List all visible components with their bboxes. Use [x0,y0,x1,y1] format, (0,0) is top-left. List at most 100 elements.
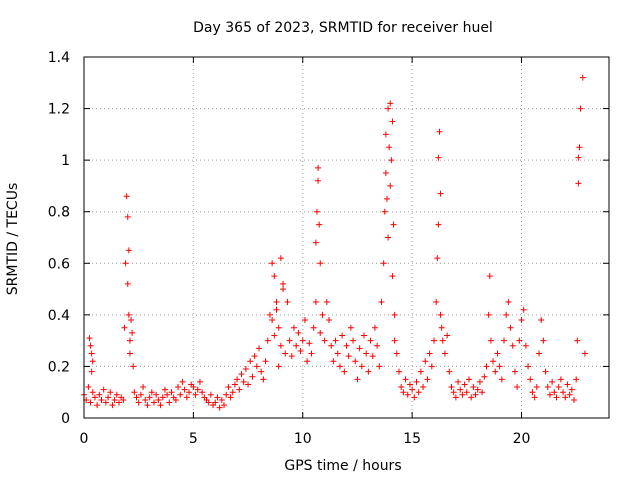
data-points [81,74,588,411]
data-point-marker [271,332,278,339]
data-point-marker [133,394,140,401]
data-point-marker [396,368,402,375]
x-axis-label: GPS time / hours [284,458,401,474]
data-point-marker [376,363,383,370]
data-point-marker [382,170,389,177]
data-point-marker [175,384,182,391]
data-point-marker [437,311,444,318]
data-point-marker [102,399,109,406]
y-axis-label: SRMTID / TECUs [5,183,21,296]
data-point-marker [390,221,397,228]
data-point-marker [387,100,394,107]
data-point-marker [159,394,166,401]
data-point-marker [571,396,577,403]
data-point-marker [378,298,385,305]
data-point-marker [98,396,105,403]
data-point-marker [391,311,398,318]
data-point-marker [306,340,313,347]
data-point-marker [286,337,293,344]
data-point-marker [557,376,564,383]
y-tick-label: 0.4 [48,308,70,324]
data-point-marker [350,337,357,344]
data-point-marker [455,378,462,385]
data-point-marker [137,391,144,398]
data-point-marker [474,386,481,393]
data-point-marker [483,363,490,370]
data-point-marker [253,363,260,370]
data-point-marker [422,358,429,365]
data-point-marker [562,394,569,401]
y-tick-label: 0 [61,411,70,427]
data-point-marker [105,394,112,401]
data-point-marker [144,402,151,409]
data-point-marker [540,337,547,344]
data-point-marker [319,311,326,318]
data-point-marker [411,394,418,401]
data-point-marker [347,324,354,331]
data-point-marker [444,332,451,339]
data-point-marker [277,342,284,349]
data-point-marker [507,324,514,331]
x-tick-label: 20 [513,431,531,447]
data-point-marker [415,389,422,396]
data-point-marker [323,298,330,305]
data-point-marker [168,389,175,396]
data-point-marker [214,394,221,401]
data-point-marker [275,324,282,331]
data-point-marker [381,208,388,215]
data-point-marker [172,396,179,403]
data-point-marker [91,394,98,401]
data-point-marker [409,386,416,393]
x-tick-label: 15 [403,431,421,447]
data-point-marker [435,154,442,161]
data-point-marker [437,190,444,197]
data-point-marker [505,298,512,305]
data-point-marker [431,337,437,344]
data-point-marker [245,381,252,388]
data-point-marker [316,221,323,228]
data-point-marker [402,376,409,383]
data-point-marker [205,399,212,406]
data-point-marker [280,286,287,293]
data-point-marker [273,306,280,313]
data-point-marker [566,391,573,398]
data-point-marker [459,391,466,398]
data-point-marker [247,358,254,365]
data-point-marker [313,208,320,215]
data-point-marker [485,311,492,318]
data-point-marker [142,396,149,403]
data-point-marker [113,391,120,398]
data-point-marker [310,324,317,331]
data-point-marker [398,384,405,391]
data-point-marker [356,345,363,352]
data-point-marker [148,389,155,396]
data-point-marker [328,342,335,349]
data-point-marker [393,350,400,357]
data-point-marker [450,389,457,396]
data-point-marker [371,324,378,331]
data-point-marker [293,342,300,349]
data-point-marker [574,337,581,344]
data-point-marker [161,386,168,393]
y-tick-label: 1 [61,153,70,169]
data-point-marker [374,342,381,349]
data-point-marker [223,391,230,398]
data-point-marker [277,255,284,262]
data-point-marker [542,368,549,375]
data-point-marker [503,311,510,318]
data-point-marker [153,391,160,398]
data-point-marker [446,368,453,375]
data-point-marker [216,404,223,411]
data-point-marker [155,396,162,403]
data-point-marker [282,350,289,357]
x-tick-label: 10 [294,431,312,447]
data-point-marker [389,273,396,280]
data-point-marker [249,373,256,380]
data-point-marker [164,391,171,398]
x-tick-label: 0 [80,431,89,447]
data-point-marker [420,384,427,391]
data-point-marker [341,368,348,375]
data-point-marker [315,177,322,184]
data-point-marker [514,384,521,391]
data-point-marker [435,221,442,228]
